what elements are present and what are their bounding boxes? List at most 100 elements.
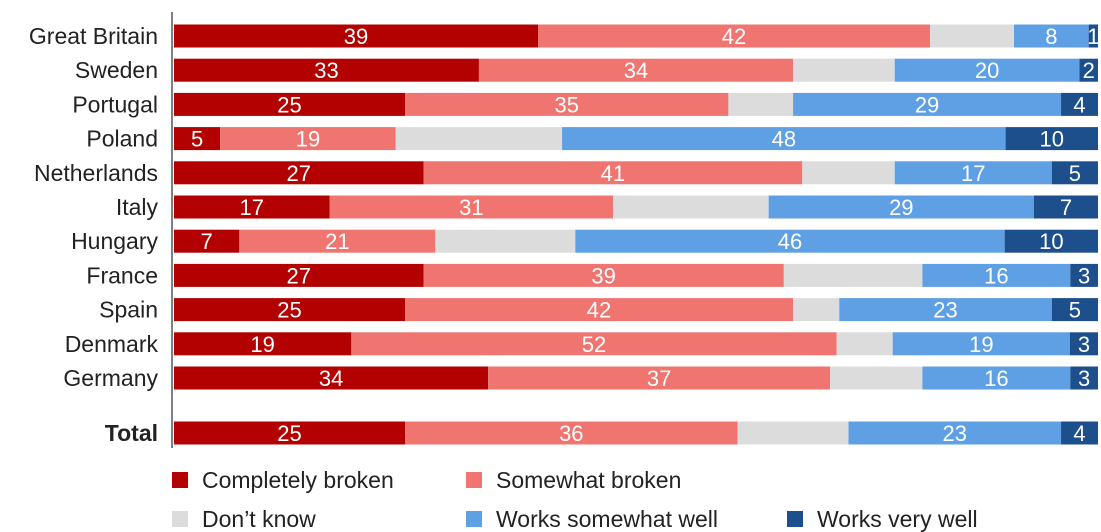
data-label-france-works-very-well: 3 [1078, 263, 1090, 288]
bar-hungary-somewhat-broken [239, 229, 436, 253]
data-label-spain-completely-broken: 25 [277, 298, 301, 323]
bar-portugal-works-very-well [1061, 92, 1098, 116]
bar-netherlands-completely-broken [174, 161, 424, 185]
data-label-total-completely-broken: 25 [277, 421, 301, 446]
bar-netherlands-works-very-well [1051, 161, 1098, 185]
category-label-hungary: Hungary [71, 228, 158, 254]
bar-total-works-somewhat-well [848, 421, 1062, 445]
data-label-denmark-works-somewhat-well: 19 [969, 332, 993, 357]
data-label-germany-works-very-well: 3 [1078, 366, 1090, 391]
category-label-sweden: Sweden [75, 57, 158, 83]
data-label-portugal-somewhat-broken: 35 [554, 92, 578, 117]
data-label-hungary-somewhat-broken: 21 [325, 229, 349, 254]
legend-swatch-works-somewhat-well [466, 511, 482, 527]
bar-italy-works-very-well [1033, 195, 1098, 219]
bar-poland-works-very-well [1005, 127, 1098, 151]
bar-denmark-works-somewhat-well [892, 332, 1070, 356]
data-label-sweden-works-somewhat-well: 20 [975, 58, 999, 83]
legend-label-works-somewhat-well: Works somewhat well [496, 506, 718, 532]
bar-hungary-works-very-well [1004, 229, 1098, 253]
data-label-denmark-completely-broken: 19 [250, 332, 274, 357]
data-label-hungary-works-somewhat-well: 46 [778, 229, 802, 254]
bar-portugal-don-t-know [728, 92, 794, 116]
bar-netherlands-don-t-know [802, 161, 895, 185]
bar-germany-works-very-well [1070, 366, 1098, 390]
data-label-poland-works-very-well: 10 [1040, 127, 1064, 152]
bar-france-works-very-well [1070, 263, 1098, 287]
data-label-hungary-completely-broken: 7 [201, 229, 213, 254]
category-label-poland: Poland [86, 126, 158, 152]
category-label-great-britain: Great Britain [29, 23, 158, 49]
category-label-italy: Italy [116, 194, 159, 220]
legend-label-don-t-know: Don’t know [202, 506, 316, 532]
bar-denmark-don-t-know [836, 332, 893, 356]
data-label-netherlands-works-very-well: 5 [1069, 161, 1081, 186]
legend-swatch-works-very-well [787, 511, 803, 527]
category-label-total: Total [105, 420, 158, 446]
legend: Completely broken Somewhat broken Don’t kn… [172, 467, 978, 532]
legend-label-completely-broken: Completely broken [202, 467, 394, 493]
category-label-france: France [86, 262, 158, 288]
data-label-italy-works-very-well: 7 [1060, 195, 1072, 220]
data-label-great-britain-works-somewhat-well: 8 [1045, 24, 1057, 49]
data-label-sweden-somewhat-broken: 34 [624, 58, 648, 83]
data-label-poland-works-somewhat-well: 48 [772, 127, 796, 152]
bar-total-completely-broken [174, 421, 405, 445]
category-label-germany: Germany [63, 365, 158, 391]
data-label-spain-works-very-well: 5 [1069, 298, 1081, 323]
data-label-netherlands-works-somewhat-well: 17 [961, 161, 985, 186]
category-label-denmark: Denmark [65, 331, 159, 357]
data-label-france-works-somewhat-well: 16 [984, 263, 1008, 288]
bar-france-works-somewhat-well [922, 263, 1071, 287]
bar-total-somewhat-broken [405, 421, 738, 445]
bar-spain-works-very-well [1051, 298, 1098, 322]
bar-netherlands-works-somewhat-well [894, 161, 1052, 185]
bar-portugal-somewhat-broken [405, 92, 729, 116]
data-label-spain-somewhat-broken: 42 [587, 298, 611, 323]
category-label-spain: Spain [99, 297, 158, 323]
bar-sweden-don-t-know [793, 58, 895, 82]
data-label-total-works-very-well: 4 [1073, 421, 1085, 446]
bar-spain-don-t-know [793, 298, 840, 322]
bar-italy-completely-broken [174, 195, 330, 219]
category-label-netherlands: Netherlands [34, 160, 158, 186]
bar-italy-don-t-know [613, 195, 769, 219]
data-label-great-britain-completely-broken: 39 [344, 24, 368, 49]
category-labels: Great Britain Sweden Portugal Poland Netherl… [29, 23, 159, 446]
bar-total-don-t-know [737, 421, 849, 445]
data-label-italy-somewhat-broken: 31 [459, 195, 483, 220]
bar-great-britain-don-t-know [930, 24, 1014, 48]
bar-poland-somewhat-broken [220, 127, 396, 151]
data-label-denmark-somewhat-broken: 52 [582, 332, 606, 357]
data-label-netherlands-somewhat-broken: 41 [601, 161, 625, 186]
data-label-poland-completely-broken: 5 [191, 127, 203, 152]
bar-hungary-works-somewhat-well [575, 229, 1005, 253]
bar-italy-works-somewhat-well [768, 195, 1034, 219]
data-label-hungary-works-very-well: 10 [1039, 229, 1063, 254]
data-label-poland-somewhat-broken: 19 [296, 127, 320, 152]
bar-germany-completely-broken [174, 366, 489, 390]
data-label-germany-somewhat-broken: 37 [647, 366, 671, 391]
data-label-sweden-completely-broken: 33 [314, 58, 338, 83]
bar-total-works-very-well [1061, 421, 1098, 445]
bar-germany-somewhat-broken [488, 366, 831, 390]
bar-sweden-somewhat-broken [478, 58, 794, 82]
bar-spain-somewhat-broken [405, 298, 794, 322]
data-label-great-britain-works-very-well: 1 [1087, 24, 1099, 49]
bar-great-britain-somewhat-broken [538, 24, 930, 48]
bar-denmark-works-very-well [1070, 332, 1098, 356]
data-label-germany-completely-broken: 34 [319, 366, 343, 391]
data-label-portugal-completely-broken: 25 [277, 92, 301, 117]
data-label-italy-works-somewhat-well: 29 [889, 195, 913, 220]
bar-poland-don-t-know [395, 127, 563, 151]
bar-great-britain-works-somewhat-well [1014, 24, 1089, 48]
data-label-netherlands-completely-broken: 27 [286, 161, 310, 186]
bar-poland-works-somewhat-well [562, 127, 1006, 151]
bar-hungary-don-t-know [435, 229, 576, 253]
bar-great-britain-completely-broken [174, 24, 538, 48]
data-label-italy-completely-broken: 17 [240, 195, 264, 220]
bar-great-britain-works-very-well [1088, 24, 1098, 48]
data-label-france-somewhat-broken: 39 [591, 263, 615, 288]
